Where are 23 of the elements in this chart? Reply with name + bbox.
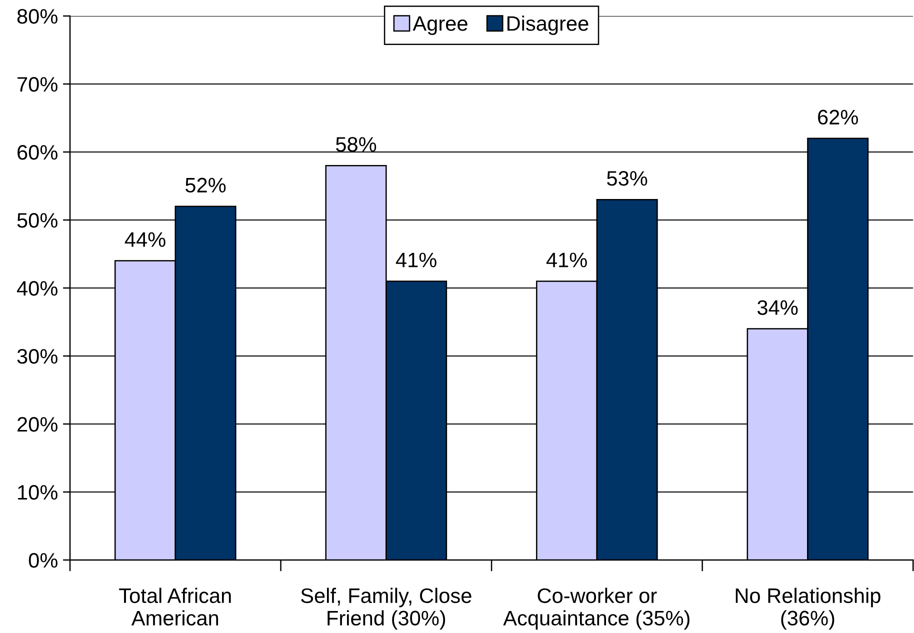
y-tick-label: 30% [17, 349, 58, 364]
data-label: 58% [336, 137, 376, 152]
data-label: 53% [607, 171, 648, 186]
legend-label: Disagree [507, 16, 588, 36]
y-tick-label: 80% [17, 9, 58, 24]
data-label: 62% [818, 110, 858, 125]
y-tick-label: 50% [17, 213, 58, 228]
y-tick-label: 40% [16, 281, 58, 296]
data-label: 44% [124, 232, 166, 247]
y-tick-label: 20% [18, 417, 58, 432]
x-tick-label: No Relationship (36%) [736, 588, 880, 630]
x-tick-label: Self, Family, Close Friend (30%) [301, 588, 472, 630]
data-label: 52% [186, 178, 226, 193]
data-label: 34% [758, 300, 798, 315]
x-tick-label: Co-worker or Acquaintance (35%) [503, 588, 690, 630]
data-label: 41% [396, 252, 436, 268]
y-tick-label: 70% [18, 77, 58, 92]
x-tick-label: Total African American [119, 588, 231, 626]
y-tick-label: 0% [28, 553, 58, 568]
legend-label: Agree [412, 16, 468, 36]
y-tick-label: 10% [18, 485, 58, 500]
data-label: 41% [546, 252, 587, 268]
y-tick-label: 60% [18, 145, 58, 160]
